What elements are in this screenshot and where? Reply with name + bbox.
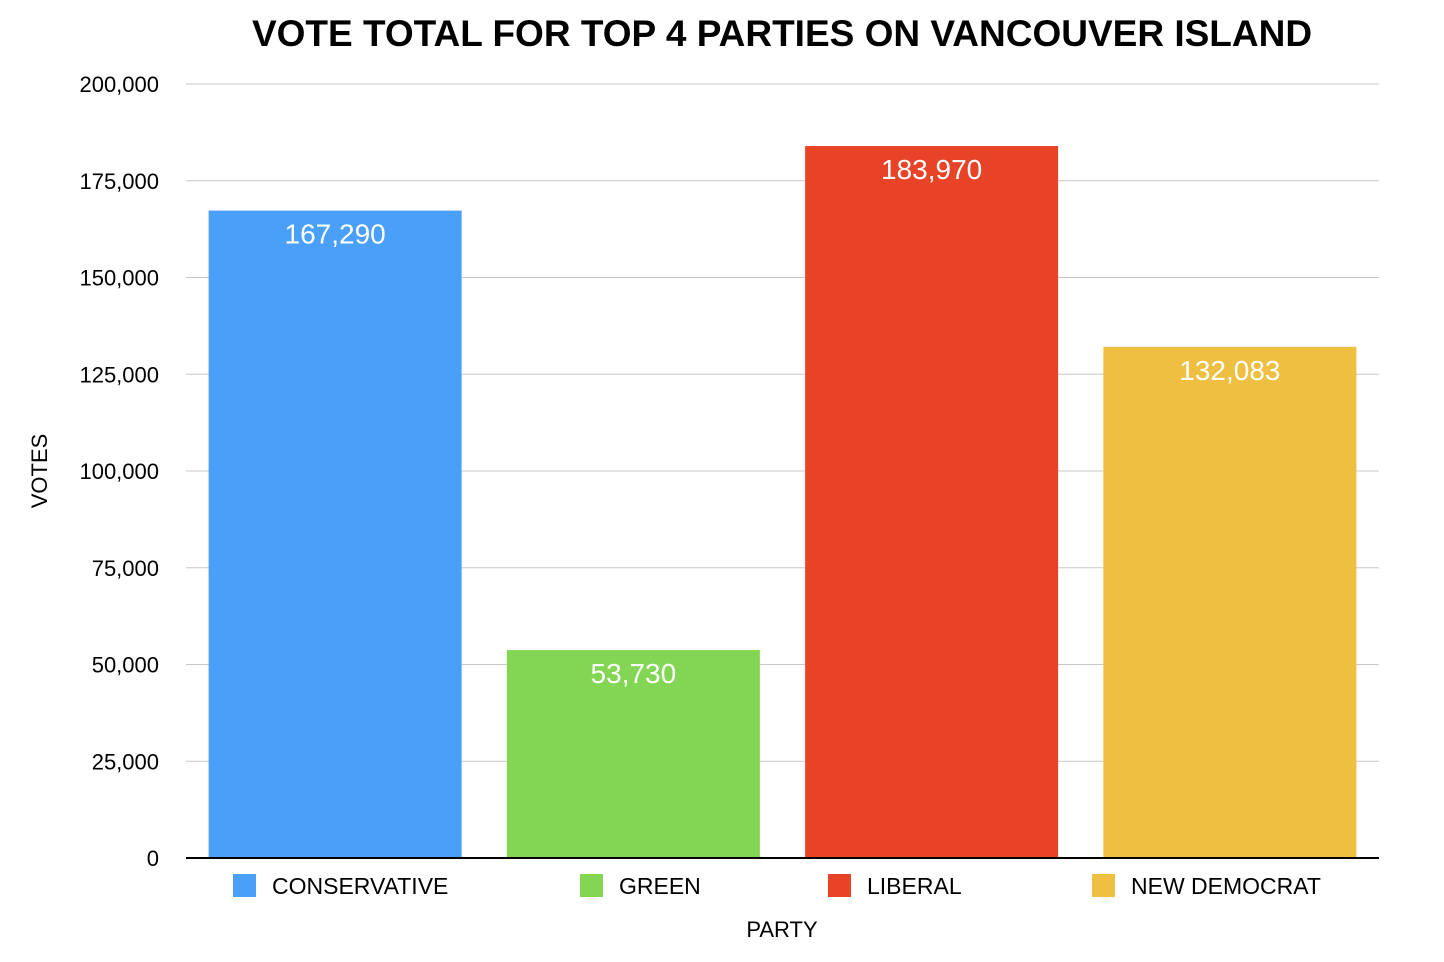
legend-label-conservative: CONSERVATIVE	[272, 873, 448, 899]
y-axis-label: VOTES	[27, 434, 52, 509]
data-labels: 167,290 53,730 183,970 132,083	[285, 154, 1281, 689]
legend: CONSERVATIVE GREEN LIBERAL NEW DEMOCRAT	[233, 873, 1321, 899]
y-tick-label: 150,000	[79, 266, 159, 291]
chart-title: VOTE TOTAL FOR TOP 4 PARTIES ON VANCOUVE…	[252, 13, 1312, 54]
bar-green	[506, 650, 760, 858]
bar-value-label: 53,730	[591, 658, 677, 689]
y-tick-label: 125,000	[79, 362, 159, 387]
bar-liberal	[805, 146, 1059, 858]
y-tick-label: 200,000	[79, 72, 159, 97]
y-tick-label: 0	[147, 846, 159, 871]
y-tick-label: 25,000	[92, 749, 159, 774]
bar-new-democrat	[1103, 346, 1357, 858]
y-tick-label: 75,000	[92, 556, 159, 581]
bar-value-label: 167,290	[285, 219, 386, 250]
legend-swatch-conservative	[233, 874, 256, 897]
bar-conservative	[208, 210, 462, 858]
bars	[208, 146, 1357, 858]
bar-value-label: 183,970	[881, 154, 982, 185]
y-tick-label: 50,000	[92, 653, 159, 678]
legend-swatch-liberal	[828, 874, 851, 897]
legend-label-liberal: LIBERAL	[867, 873, 962, 899]
legend-swatch-new-democrat	[1092, 874, 1115, 897]
legend-label-new-democrat: NEW DEMOCRAT	[1131, 873, 1321, 899]
y-tick-label: 100,000	[79, 459, 159, 484]
legend-label-green: GREEN	[619, 873, 701, 899]
bar-value-label: 132,083	[1179, 355, 1280, 386]
y-axis-ticks: 0 25,000 50,000 75,000 100,000 125,000 150,000…	[79, 72, 159, 871]
x-axis-label: PARTY	[746, 917, 818, 942]
legend-swatch-green	[580, 874, 603, 897]
y-tick-label: 175,000	[79, 169, 159, 194]
